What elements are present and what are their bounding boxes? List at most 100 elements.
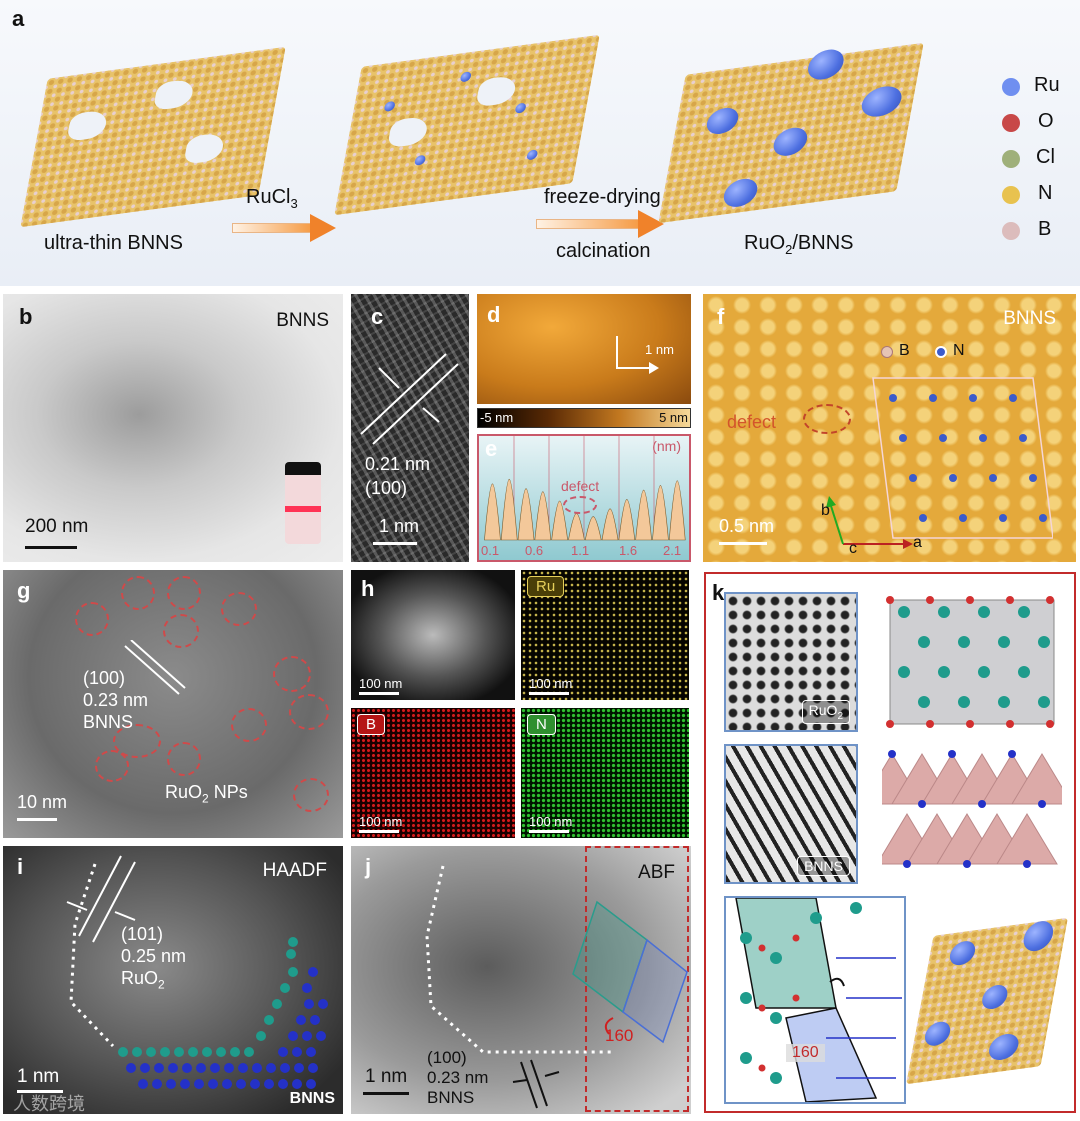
panel-f-stm: f BNNS B N defect a b c 0.5 nm <box>703 294 1076 562</box>
interface-model-svg <box>735 898 902 1102</box>
panel-k-label: k <box>712 580 725 605</box>
ruo2-sim-image: RuO2 <box>724 592 858 732</box>
panel-j-label: j <box>365 854 372 879</box>
plane-label: (100) <box>365 478 408 498</box>
legend-b: B <box>899 342 910 359</box>
legend-n: N <box>953 342 965 359</box>
scale-label: 1 nm <box>17 1066 60 1087</box>
ruo2-nanoparticle <box>986 1032 1021 1062</box>
vial-image <box>285 462 321 544</box>
ruo2-bnns-model <box>905 917 1069 1085</box>
profile-peak <box>551 500 568 541</box>
panel-g-hrtem: g (100) 0.23 nm BNNS RuO2 NPs 10 nm <box>3 570 343 838</box>
ruo2-nanoparticle <box>1021 919 1056 953</box>
mode-label: ABF <box>638 862 675 883</box>
sheet-defect-hole <box>475 74 518 108</box>
ruo2-nanoparticle <box>721 176 760 209</box>
panel-f-label: f <box>717 304 725 329</box>
panel-a-schematic: a ultra-thin BNNS RuCl3 freeze-drying ca… <box>0 0 1080 286</box>
sheet-defect-hole <box>66 109 109 142</box>
panel-a-label: a <box>12 6 25 31</box>
np-circle <box>289 694 329 730</box>
panel-h-label: h <box>361 576 375 601</box>
sheet-defect-hole <box>152 78 196 111</box>
scale-bar <box>17 1090 63 1093</box>
panel-b-tem: b BNNS 200 nm <box>3 294 343 562</box>
scale-bar <box>17 818 57 821</box>
ru-adsorbed <box>459 71 472 83</box>
structure-overlay <box>425 865 688 1109</box>
panel-h-eds: h 100 nm Ru 100 nm B 100 nm N 100 nm <box>351 570 691 838</box>
axis-a: a <box>913 534 922 551</box>
ru-tag: Ru <box>527 576 565 597</box>
scale-bar <box>359 830 399 833</box>
plane-label: (100) <box>427 1048 467 1067</box>
afm-image <box>477 294 691 404</box>
panel-c-hrtem: c 0.21 nm (100) 1 nm <box>351 294 469 562</box>
angle-label: 160 <box>605 1026 634 1045</box>
panel-f-title: BNNS <box>1003 308 1056 329</box>
scale-bar <box>373 542 417 545</box>
legend-ru: Ru <box>1034 74 1060 96</box>
ru-adsorbed <box>383 100 396 113</box>
panel-e-profile: e (nm) defect 0.1 0.6 1.1 1.6 2.1 <box>477 434 691 562</box>
profile-peak <box>652 485 669 541</box>
material-label: BNNS <box>83 712 134 732</box>
n-legend-dot <box>1002 186 1020 204</box>
ruo2-tag: RuO2 <box>801 700 850 724</box>
ruo2-nanoparticle <box>980 983 1010 1011</box>
spacing-label: 0.25 nm <box>121 946 187 966</box>
ruo2-nanoparticle <box>805 47 847 82</box>
arrow2-bottom-label: calcination <box>556 240 651 262</box>
tick-label: 0.6 <box>525 543 544 558</box>
scale-label: 100 nm <box>529 814 573 829</box>
np-circle <box>121 576 155 610</box>
material-label: BNNS <box>427 1088 475 1107</box>
watermark: 人数跨境 <box>13 1094 85 1114</box>
n-atom-key <box>935 346 947 358</box>
abf-inset-frame <box>585 846 689 1112</box>
tick-label: 1.1 <box>571 543 590 558</box>
arrow1-label: RuCl3 <box>246 186 298 211</box>
ru-adsorbed <box>514 102 527 114</box>
ruo2-nanoparticle <box>771 125 810 158</box>
sheet3-caption: RuO2/BNNS <box>744 232 854 257</box>
bnns-tag: BNNS <box>797 856 850 876</box>
np-circle <box>221 592 257 626</box>
o-legend-dot <box>1002 114 1020 132</box>
panel-b-title: BNNS <box>276 310 329 331</box>
spacing-label: 0.23 nm <box>83 690 149 710</box>
scale-bar <box>719 542 767 545</box>
tick-label: 2.1 <box>663 543 682 558</box>
np-circle <box>163 614 199 648</box>
panel-k-simulation: k RuO2 BNNS <box>704 572 1076 1113</box>
ruo2-nanoparticle <box>704 105 741 136</box>
scale-bar <box>529 692 569 695</box>
profile-peak <box>635 489 652 541</box>
axis-arrows <box>826 496 913 549</box>
color-bar: -5 nm 5 nm <box>477 408 691 428</box>
defect-circle <box>563 496 597 514</box>
scale-label: 1 nm <box>365 1066 408 1087</box>
mode-label: HAADF <box>262 860 327 881</box>
b-atom-key <box>881 346 893 358</box>
interface-model: 160 <box>724 896 906 1104</box>
np-circle <box>293 778 329 812</box>
material-label: RuO2 <box>121 968 165 992</box>
np-circle <box>273 656 311 692</box>
arrow2-top-label: freeze-drying <box>544 186 661 208</box>
panel-j-abf: j ABF 160 (100) 0.23 nm BNNS 1 nm <box>351 846 691 1114</box>
sheet1-caption: ultra-thin BNNS <box>44 232 183 254</box>
panel-e-label: e <box>485 436 498 461</box>
b-map: B 100 nm <box>351 708 515 838</box>
legend-n: N <box>1038 182 1053 204</box>
defect-label: defect <box>727 412 777 432</box>
spacing-lines <box>124 640 186 695</box>
plane-label: (101) <box>121 924 164 944</box>
plane-label: (100) <box>83 668 126 688</box>
panel-c-label: c <box>371 304 384 329</box>
b-tag: B <box>357 714 386 735</box>
ruo2-nanoparticle <box>947 939 978 967</box>
scale-bar <box>359 692 399 695</box>
profile-peak <box>534 491 552 541</box>
